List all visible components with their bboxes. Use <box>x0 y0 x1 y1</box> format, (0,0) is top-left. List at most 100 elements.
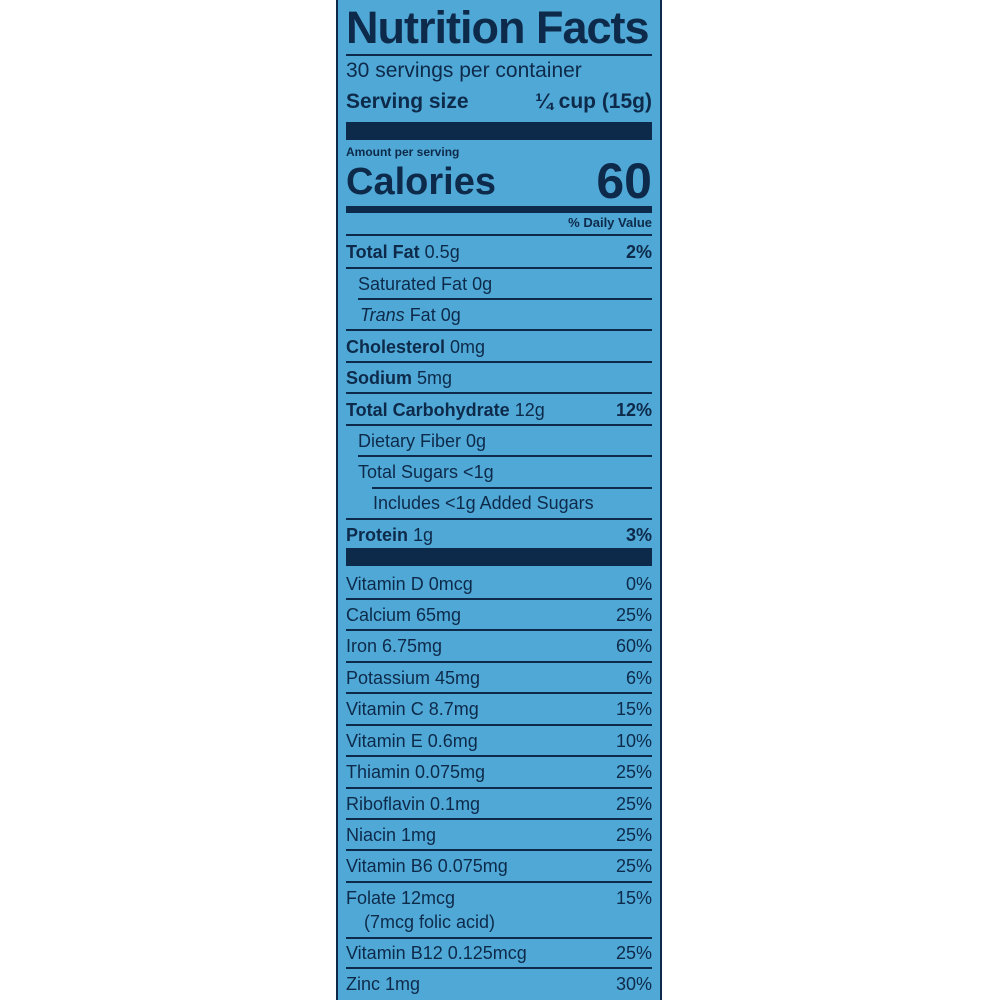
nutrient-row-total-sugars: Total Sugars <1g <box>346 461 652 483</box>
calories-label: Calories <box>346 161 496 203</box>
vitamin-row: Vitamin C 8.7mg 15% <box>346 698 652 720</box>
vitamin-row: Vitamin B12 0.125mcg 25% <box>346 942 652 964</box>
divider <box>346 661 652 663</box>
nutrient-row-saturated-fat: Saturated Fat 0g <box>346 273 652 295</box>
vitamin-name: Zinc 1mg <box>346 974 421 994</box>
nutrient-name-italic: Trans <box>360 305 405 325</box>
nutrient-row-dietary-fiber: Dietary Fiber 0g <box>346 430 652 452</box>
nutrient-amount: Fat 0g <box>404 305 461 325</box>
divider <box>346 881 652 883</box>
divider <box>346 424 652 426</box>
divider <box>346 234 652 236</box>
vitamin-percent: 25% <box>615 825 652 845</box>
divider <box>346 787 652 789</box>
serving-size-label: Serving size <box>346 90 469 113</box>
daily-value-header: % Daily Value <box>568 215 652 230</box>
thick-divider <box>346 548 652 566</box>
divider <box>346 267 652 269</box>
divider <box>346 392 652 394</box>
vitamin-name: Vitamin E 0.6mg <box>346 731 478 751</box>
vitamin-row: Potassium 45mg 6% <box>346 667 652 689</box>
nutrient-percent: 2% <box>625 242 652 262</box>
divider <box>346 329 652 331</box>
nutrient-name: Dietary Fiber 0g <box>358 431 487 451</box>
servings-per-container: 30 servings per container <box>346 59 582 82</box>
divider <box>346 361 652 363</box>
vitamin-row: Niacin 1mg 25% <box>346 824 652 846</box>
nutrient-row-cholesterol: Cholesterol 0mg <box>346 336 652 358</box>
vitamin-row: Thiamin 0.075mg 25% <box>346 761 652 783</box>
vitamin-subnote: (7mcg folic acid) <box>364 912 496 932</box>
nutrient-amount: 12g <box>509 400 545 420</box>
vitamin-name: Vitamin B6 0.075mg <box>346 856 508 876</box>
nutrient-amount: 5mg <box>412 368 453 388</box>
vitamin-row: Calcium 65mg 25% <box>346 604 652 626</box>
medium-divider <box>346 206 652 213</box>
nutrient-row-sodium: Sodium 5mg <box>346 367 652 389</box>
nutrient-name: Cholesterol <box>346 337 446 357</box>
divider <box>346 937 652 939</box>
nutrient-row-added-sugars: Includes <1g Added Sugars <box>346 492 652 514</box>
vitamin-row: Zinc 1mg 30% <box>346 973 652 995</box>
vitamin-percent: 10% <box>615 731 652 751</box>
vitamin-name: Calcium 65mg <box>346 605 462 625</box>
nutrition-label: Nutrition Facts 30 servings per containe… <box>336 0 662 1000</box>
vitamin-row: Vitamin B6 0.075mg 25% <box>346 855 652 877</box>
nutrient-amount: 1g <box>408 525 434 545</box>
vitamin-row: Riboflavin 0.1mg 25% <box>346 793 652 815</box>
divider <box>346 629 652 631</box>
vitamin-percent: 25% <box>615 762 652 782</box>
vitamin-percent: 60% <box>615 636 652 656</box>
calories-row: Calories 60 <box>346 156 652 206</box>
divider <box>346 724 652 726</box>
vitamin-percent: 25% <box>615 794 652 814</box>
divider <box>346 967 652 969</box>
vitamin-percent: 25% <box>615 943 652 963</box>
nutrient-name: Sodium <box>346 368 412 388</box>
divider <box>346 755 652 757</box>
vitamin-row: Vitamin D 0mcg 0% <box>346 573 652 595</box>
vitamin-name: Folate 12mcg <box>346 888 456 908</box>
divider <box>346 598 652 600</box>
nutrient-row-total-fat: Total Fat 0.5g 2% <box>346 241 652 263</box>
thick-divider <box>346 122 652 140</box>
vitamin-percent: 0% <box>625 574 652 594</box>
nutrient-percent: 12% <box>615 400 652 420</box>
calories-value: 60 <box>596 153 652 209</box>
vitamin-name: Iron 6.75mg <box>346 636 443 656</box>
vitamin-name: Potassium 45mg <box>346 668 481 688</box>
nutrient-name: Saturated Fat 0g <box>358 274 493 294</box>
vitamin-percent: 25% <box>615 605 652 625</box>
nutrient-name: Includes <1g Added Sugars <box>373 493 594 513</box>
nutrient-row-trans-fat: Trans Fat 0g <box>346 304 652 326</box>
divider <box>346 692 652 694</box>
vitamin-row: Folate 12mcg 15% <box>346 887 652 909</box>
nutrient-name: Total Sugars <1g <box>358 462 494 482</box>
divider <box>346 518 652 520</box>
vitamin-row: Iron 6.75mg 60% <box>346 635 652 657</box>
serving-size-value: ¼ cup (15g) <box>535 90 652 113</box>
vitamin-name: Thiamin 0.075mg <box>346 762 486 782</box>
vitamin-name: Riboflavin 0.1mg <box>346 794 481 814</box>
vitamin-percent: 15% <box>615 888 652 908</box>
divider <box>358 455 652 457</box>
divider <box>346 54 652 56</box>
nutrient-row-protein: Protein 1g 3% <box>346 524 652 546</box>
nutrient-row-total-carbohydrate: Total Carbohydrate 12g 12% <box>346 399 652 421</box>
vitamin-name: Vitamin C 8.7mg <box>346 699 479 719</box>
vitamin-percent: 25% <box>615 856 652 876</box>
divider <box>358 298 652 300</box>
vitamin-row: Vitamin E 0.6mg 10% <box>346 730 652 752</box>
amount-per-serving: Amount per serving <box>346 145 460 159</box>
vitamin-percent: 6% <box>625 668 652 688</box>
divider <box>346 818 652 820</box>
nutrient-percent: 3% <box>625 525 652 545</box>
serving-size-row: Serving size ¼ cup (15g) <box>346 89 652 115</box>
vitamin-name: Vitamin D 0mcg <box>346 574 473 594</box>
divider <box>346 849 652 851</box>
vitamin-name: Niacin 1mg <box>346 825 437 845</box>
divider <box>372 487 652 489</box>
nutrient-amount: 0.5g <box>419 242 460 262</box>
label-title: Nutrition Facts <box>346 2 650 53</box>
vitamin-percent: 15% <box>615 699 652 719</box>
